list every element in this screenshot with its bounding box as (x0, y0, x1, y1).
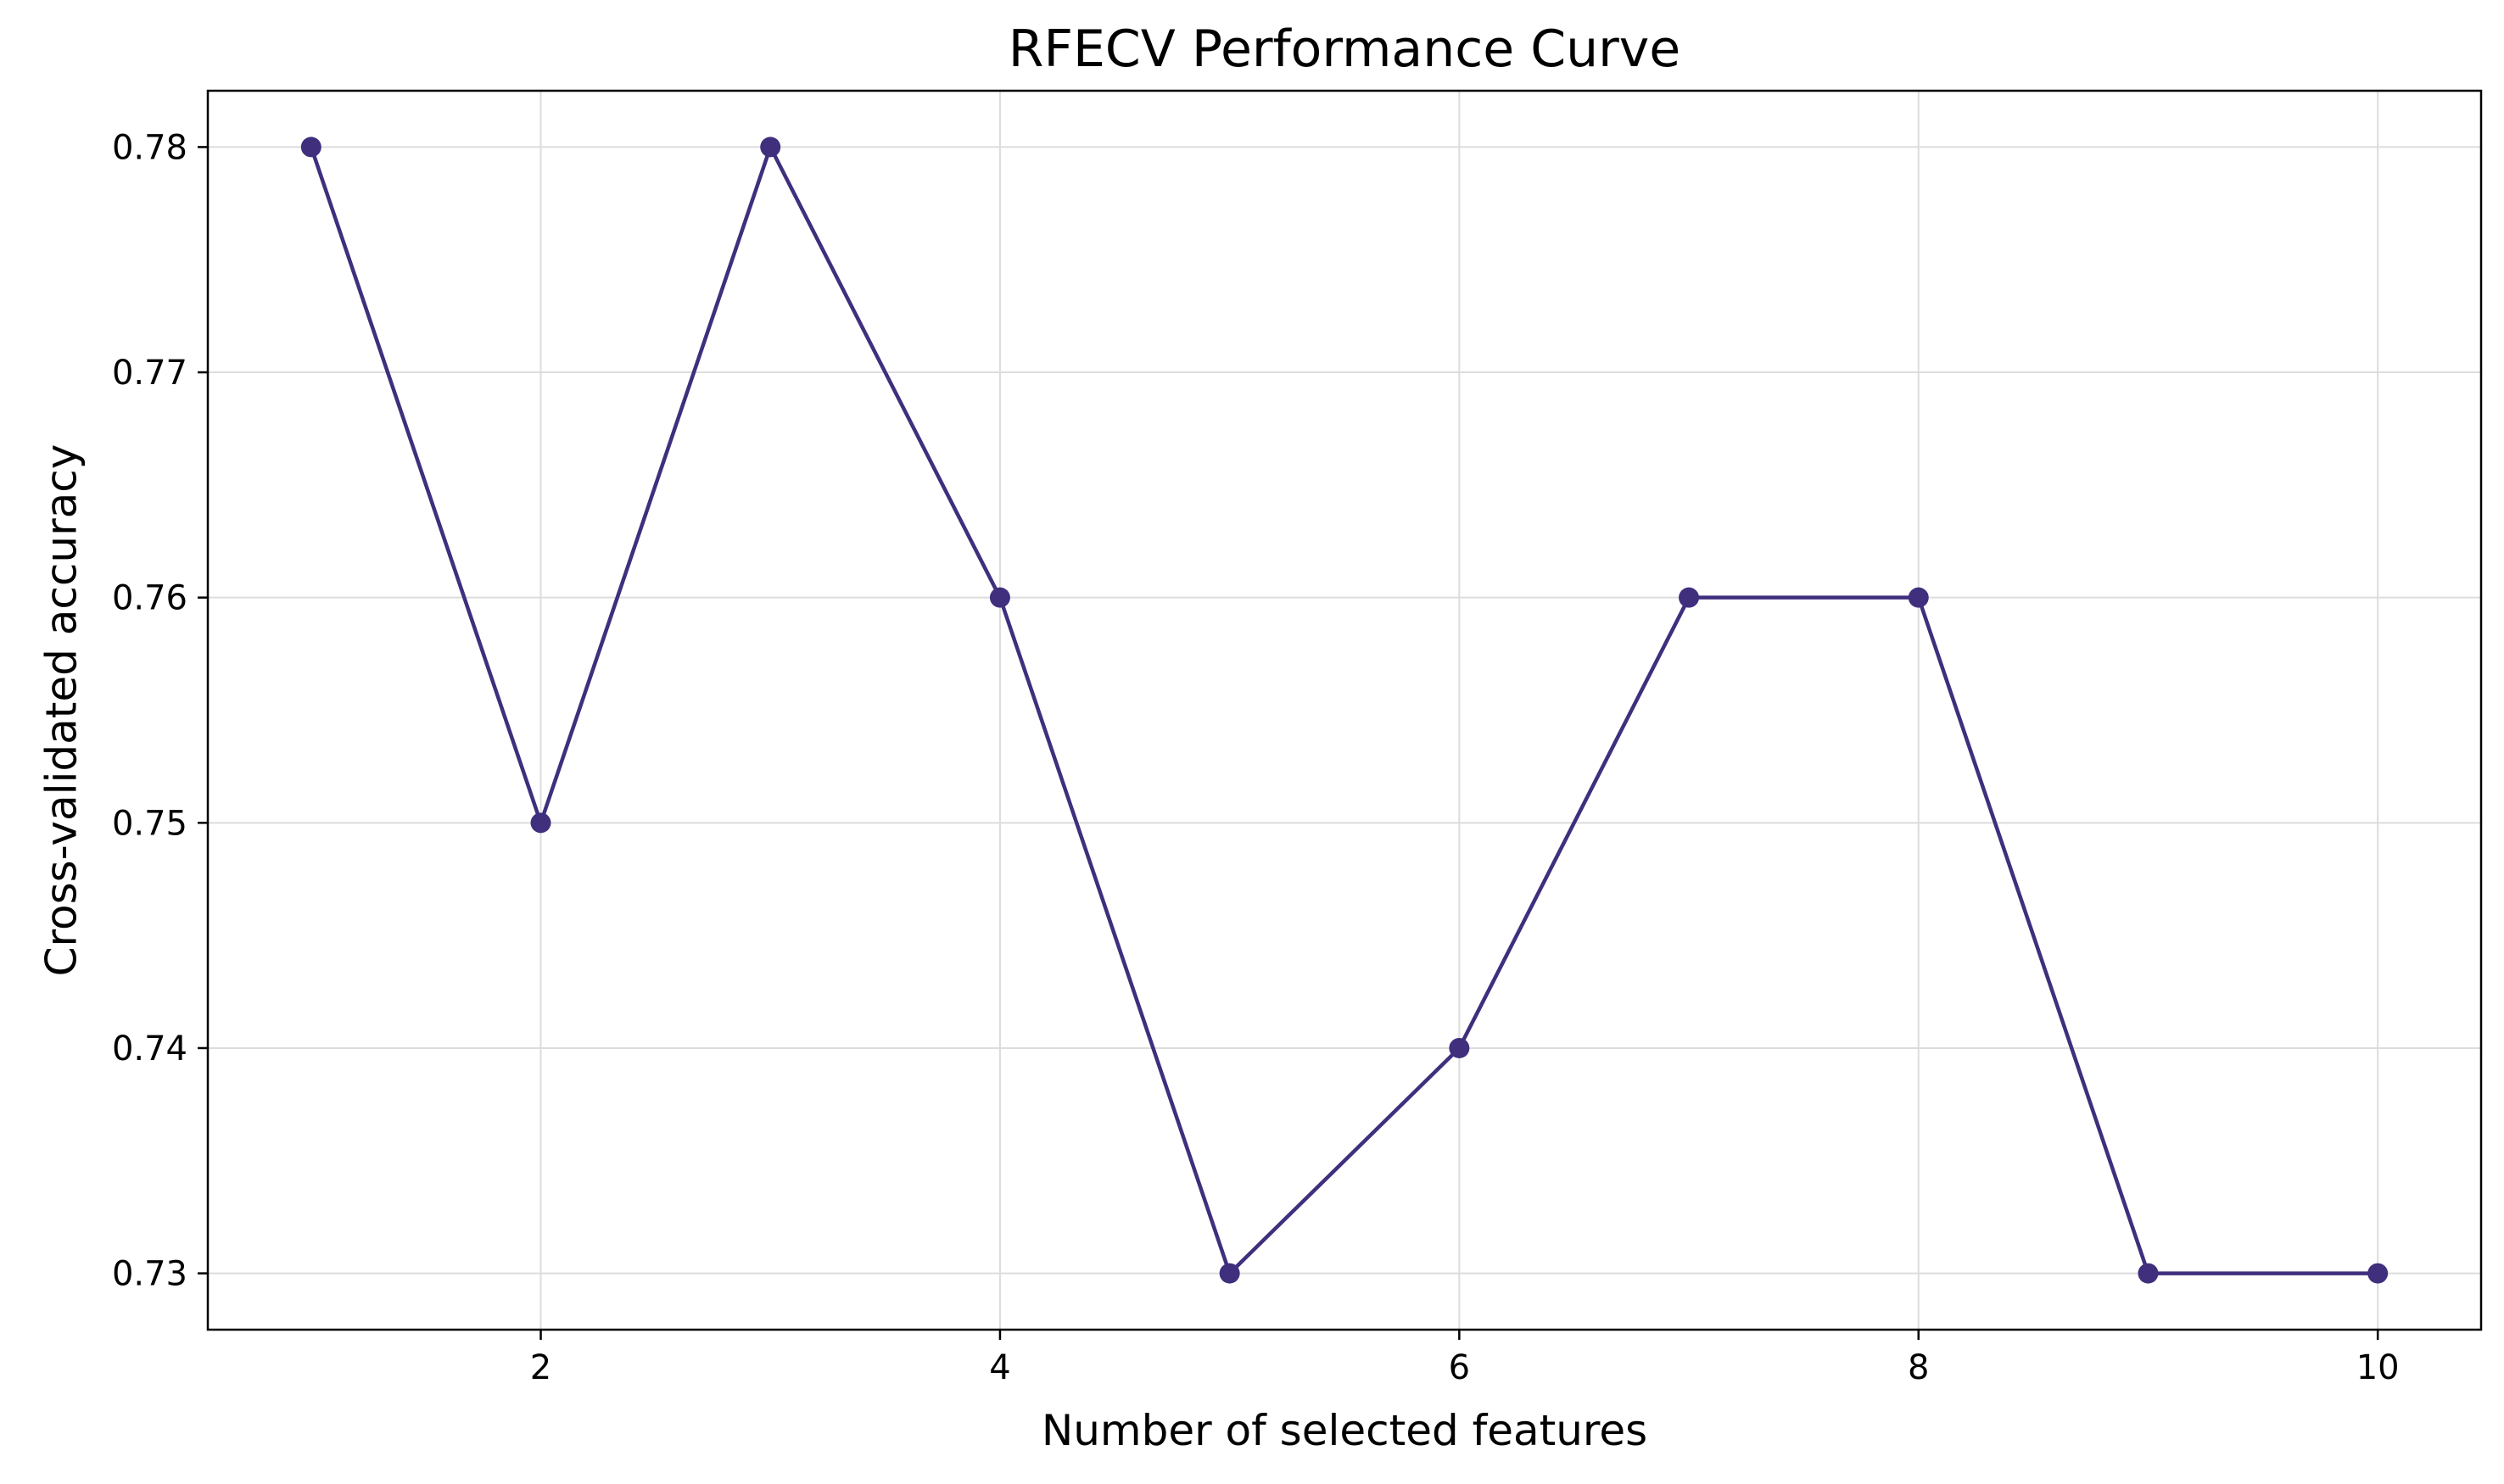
data-point-marker (2138, 1263, 2159, 1284)
x-axis-label: Number of selected features (1042, 1406, 1647, 1455)
tick-layer: 2 4 6 8 10 0.73 0.74 0.75 0.76 0.77 0.78 (112, 128, 2400, 1387)
y-tick-label: 0.77 (112, 354, 187, 393)
y-tick-label: 0.75 (112, 804, 187, 843)
y-tick-label: 0.73 (112, 1255, 187, 1294)
data-point-marker (760, 137, 781, 158)
data-point-marker (1219, 1263, 1240, 1284)
data-point-marker (1908, 587, 1929, 608)
data-point-marker (530, 812, 551, 834)
data-point-marker (2367, 1263, 2389, 1284)
series-layer (300, 137, 2389, 1284)
plot-area-frame (206, 89, 2483, 1331)
x-tick-label: 4 (989, 1348, 1010, 1387)
series-line (309, 145, 2380, 1275)
data-point-marker (1679, 587, 1700, 608)
x-tick-label: 10 (2356, 1348, 2400, 1387)
data-point-marker (989, 587, 1010, 608)
y-axis-label: Cross-validated accuracy (37, 444, 87, 977)
data-point-marker (1449, 1037, 1470, 1058)
chart-title: RFECV Performance Curve (1009, 20, 1680, 79)
x-tick-label: 6 (1449, 1348, 1470, 1387)
grid-layer (208, 91, 2481, 1330)
data-point-marker (300, 137, 321, 158)
y-tick-label: 0.78 (112, 128, 187, 167)
y-tick-label: 0.74 (112, 1029, 187, 1068)
y-tick-label: 0.76 (112, 579, 187, 618)
x-tick-label: 8 (1908, 1348, 1929, 1387)
x-tick-label: 2 (530, 1348, 551, 1387)
